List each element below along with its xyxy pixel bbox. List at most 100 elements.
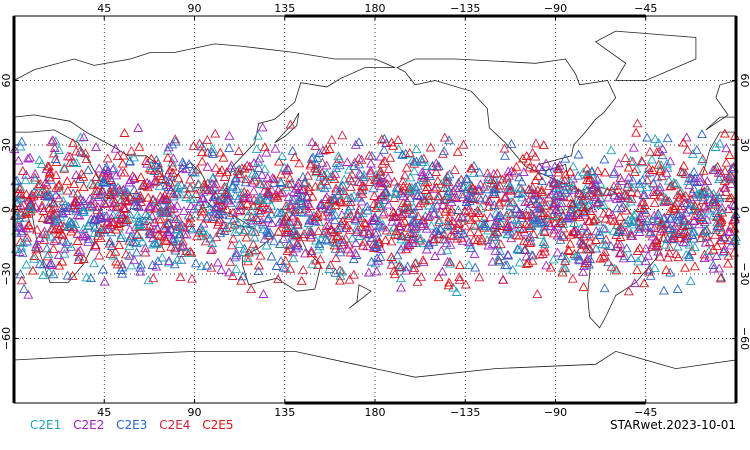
observation-marker <box>644 264 655 274</box>
observation-marker <box>424 200 434 210</box>
observation-marker <box>30 168 41 178</box>
observation-marker <box>445 258 456 268</box>
observation-marker <box>106 227 117 237</box>
observation-marker <box>454 272 465 282</box>
observation-marker <box>567 273 578 283</box>
observation-marker <box>312 208 323 218</box>
observation-marker <box>368 183 379 193</box>
observation-marker <box>261 240 272 250</box>
observation-marker <box>711 251 722 261</box>
observation-marker <box>262 187 273 197</box>
observation-marker <box>635 202 646 212</box>
observation-marker <box>578 281 589 291</box>
observation-marker <box>611 194 622 204</box>
observation-marker <box>354 168 365 178</box>
lat-tick-label-left: 60 <box>0 74 13 88</box>
observation-marker <box>366 214 377 224</box>
observation-marker <box>353 176 364 186</box>
observation-marker <box>167 161 178 171</box>
observation-marker <box>13 217 24 227</box>
observation-marker <box>620 152 631 162</box>
observation-marker <box>337 180 348 190</box>
observation-marker <box>525 198 536 208</box>
observation-marker <box>443 280 454 290</box>
observation-marker <box>54 144 64 154</box>
observation-marker <box>57 256 68 266</box>
observation-marker <box>382 178 392 188</box>
observation-marker <box>600 213 611 223</box>
observation-marker <box>453 177 464 187</box>
observation-marker <box>594 196 604 206</box>
observation-marker <box>224 210 235 220</box>
observation-marker <box>341 223 352 233</box>
observation-marker <box>506 138 517 148</box>
observation-marker <box>574 195 585 205</box>
observation-marker <box>444 135 454 145</box>
observation-marker <box>623 162 634 172</box>
observation-marker <box>575 223 586 233</box>
observation-marker <box>48 198 59 208</box>
observation-marker <box>117 187 128 197</box>
observation-marker <box>558 231 569 241</box>
observation-marker <box>517 153 528 163</box>
observation-marker <box>508 197 518 207</box>
observation-marker <box>25 152 35 162</box>
observation-marker <box>520 244 531 254</box>
observation-marker <box>136 259 147 269</box>
observation-marker <box>170 134 181 144</box>
observation-marker <box>128 152 139 162</box>
observation-marker <box>90 186 101 196</box>
satellite-legend: C2E1 C2E2 C2E3 C2E4 C2E5 <box>30 418 241 432</box>
observation-marker <box>638 197 649 207</box>
observation-marker <box>99 276 110 286</box>
observation-marker <box>218 152 229 162</box>
observation-marker <box>424 210 435 220</box>
observation-marker <box>212 257 223 267</box>
observation-marker <box>243 247 254 257</box>
observation-marker <box>217 205 228 215</box>
observation-marker <box>234 239 245 249</box>
observation-marker <box>642 182 652 192</box>
observation-marker <box>516 176 527 186</box>
observation-marker <box>668 203 679 213</box>
lat-tick-label-right: 0 <box>738 206 750 213</box>
observation-marker <box>436 245 447 255</box>
observation-marker <box>375 175 386 185</box>
observation-marker <box>275 188 286 198</box>
observation-marker <box>711 208 722 217</box>
observation-marker <box>618 253 629 263</box>
observation-marker <box>339 174 350 184</box>
observation-marker <box>364 176 375 186</box>
observation-marker <box>36 159 47 169</box>
observation-marker <box>37 186 48 196</box>
observation-marker <box>224 190 235 200</box>
observation-marker <box>145 200 156 210</box>
observation-marker <box>376 176 387 186</box>
observation-marker <box>230 175 240 185</box>
observation-marker <box>233 224 244 234</box>
observation-marker <box>724 149 735 159</box>
observation-marker <box>16 275 27 285</box>
observation-marker <box>505 182 516 192</box>
observation-marker <box>337 130 348 140</box>
observation-marker <box>86 178 97 188</box>
observation-marker <box>64 216 75 226</box>
observation-marker <box>676 216 687 226</box>
observation-marker <box>612 238 623 248</box>
observation-marker <box>507 264 518 274</box>
observation-marker <box>656 160 667 170</box>
observation-marker <box>615 211 625 221</box>
observation-marker <box>699 226 710 236</box>
observation-marker <box>434 214 445 224</box>
observation-marker <box>264 204 274 214</box>
observation-marker <box>718 247 729 257</box>
observation-marker <box>577 190 587 200</box>
observation-marker <box>488 231 499 241</box>
observation-marker <box>390 189 401 199</box>
observation-marker <box>16 222 27 232</box>
observation-marker <box>502 259 512 269</box>
observation-marker <box>247 168 258 178</box>
observation-marker <box>468 167 479 177</box>
observation-marker <box>584 259 594 269</box>
observation-marker <box>138 179 149 189</box>
